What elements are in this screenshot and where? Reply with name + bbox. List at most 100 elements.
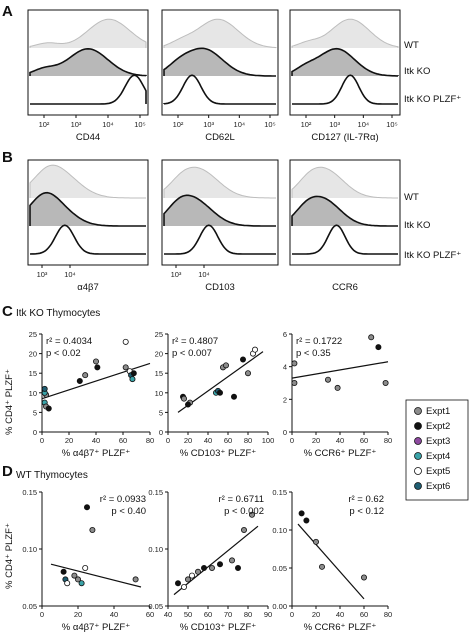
panel-d-title: WT Thymocytes [16, 470, 88, 481]
histogram-tick-label: 10² [173, 120, 184, 129]
histogram-curve [291, 47, 399, 77]
row-label-a-wt: WT [404, 40, 419, 51]
scatter-x-tick-label: 80 [384, 610, 392, 619]
regression-line [291, 361, 389, 379]
scatter-x-tick-label: 20 [74, 610, 82, 619]
scatter-x-tick-label: 40 [336, 436, 344, 445]
scatter-x-tick-label: 20 [184, 436, 192, 445]
histogram-tick-label: 10⁴ [358, 120, 370, 129]
histogram-xlabel: α4β7 [77, 282, 99, 293]
scatter-y-tick-label: 25 [155, 330, 163, 339]
scatter-point [248, 511, 255, 518]
scatter-point [75, 576, 82, 583]
panel-label-c: C [2, 303, 13, 320]
scatter-point [64, 580, 71, 587]
legend-swatch [414, 407, 422, 415]
panel-label-d: D [2, 463, 13, 480]
row-label-b-plzf: Itk KO PLZF⁺ [404, 250, 461, 261]
scatter-point [234, 565, 241, 572]
panel-label-b: B [2, 149, 13, 166]
scatter-x-tick-label: 50 [184, 610, 192, 619]
scatter-point [230, 393, 237, 400]
scatter-y-tick-label: 20 [155, 350, 163, 359]
regression-r2: r² = 0.4807 [172, 336, 218, 347]
scatter-point [360, 574, 367, 581]
scatter-x-tick-label: 80 [384, 436, 392, 445]
regression-p: p < 0.40 [111, 506, 146, 517]
regression-r2: r² = 0.4034 [46, 336, 92, 347]
scatter-point [291, 360, 298, 367]
scatter-x-tick-label: 40 [110, 610, 118, 619]
histogram-tick-label: 10³ [37, 270, 48, 279]
scatter-x-tick-label: 90 [264, 610, 272, 619]
row-label-a-itkko: Itk KO [404, 66, 430, 77]
histogram-xlabel: CD103 [205, 282, 235, 293]
scatter-y-tick-label: 20 [29, 350, 37, 359]
histogram-curve [163, 166, 276, 199]
scatter-point [84, 504, 91, 511]
scatter-y-tick-label: 0.10 [272, 526, 287, 535]
scatter-point [324, 376, 331, 383]
scatter-point [251, 346, 258, 353]
histogram-tick-label: 10⁵ [134, 120, 145, 129]
histogram-xlabel: CCR6 [332, 282, 358, 293]
regression-p: p < 0.12 [349, 506, 384, 517]
scatter-x-tick-label: 60 [360, 436, 368, 445]
scatter-y-tick-label: 5 [33, 408, 37, 417]
regression-line [50, 563, 142, 588]
regression-p: p < 0.02 [46, 348, 81, 359]
scatter-point [132, 576, 139, 583]
scatter-y-tick-label: 0.15 [22, 488, 37, 497]
scatter-x-tick-label: 0 [40, 436, 44, 445]
scatter-x-tick-label: 40 [336, 610, 344, 619]
scatter-point [76, 378, 83, 385]
scatter-y-tick-label: 25 [29, 330, 37, 339]
scatter-point [89, 527, 96, 534]
scatter-point [239, 356, 246, 363]
scatter-point [240, 527, 247, 534]
histogram-tick-label: 10⁴ [64, 270, 76, 279]
histogram-frame [27, 159, 149, 266]
scatter-x-tick-label: 70 [224, 610, 232, 619]
legend-swatch [414, 482, 422, 490]
scatter-y-tick-label: 0.00 [272, 602, 287, 611]
regression-p: p < 0.002 [224, 506, 264, 517]
histogram-curve [291, 195, 398, 227]
regression-line [297, 523, 365, 600]
histogram-curve [29, 18, 147, 48]
histogram-tick-label: 10³ [203, 120, 214, 129]
histogram-xlabel: CD127 (IL-7Rα) [311, 132, 378, 143]
histogram-xlabel: CD44 [76, 132, 100, 143]
legend: Expt1 Expt2 Expt3 Expt4 Expt5 Expt6 [405, 399, 469, 501]
scatter-point [184, 401, 191, 408]
regression-r2: r² = 0.62 [348, 494, 384, 505]
scatter-point [375, 344, 382, 351]
scatter-x-tick-label: 0 [166, 436, 170, 445]
histogram-curve [29, 224, 146, 255]
scatter-y-tick-label: 5 [159, 408, 163, 417]
histogram-frame [161, 159, 279, 266]
histogram-frame [289, 9, 401, 116]
scatter-point [194, 568, 201, 575]
scatter-xlabel: % CCR6⁺ PLZF⁺ [304, 448, 377, 459]
row-label-b-itkko: Itk KO [404, 220, 430, 231]
scatter-point [174, 580, 181, 587]
scatter-x-tick-label: 20 [312, 610, 320, 619]
scatter-point [78, 580, 85, 587]
scatter-point [291, 379, 298, 386]
scatter-x-tick-label: 60 [146, 610, 154, 619]
legend-swatch [414, 467, 422, 475]
scatter-x-tick-label: 100 [262, 436, 275, 445]
histogram-curve [29, 164, 146, 199]
row-label-a-plzf: Itk KO PLZF⁺ [404, 94, 461, 105]
panel-c-title: Itk KO Thymocytes [16, 308, 100, 319]
legend-label: Expt6 [426, 481, 450, 492]
scatter-y-tick-label: 0.05 [148, 602, 163, 611]
scatter-point [216, 389, 223, 396]
scatter-xlabel: % α4β7⁺ PLZF⁺ [62, 448, 131, 459]
scatter-point [94, 364, 101, 371]
legend-swatch [414, 452, 422, 460]
scatter-y-tick-label: 0 [33, 428, 37, 437]
